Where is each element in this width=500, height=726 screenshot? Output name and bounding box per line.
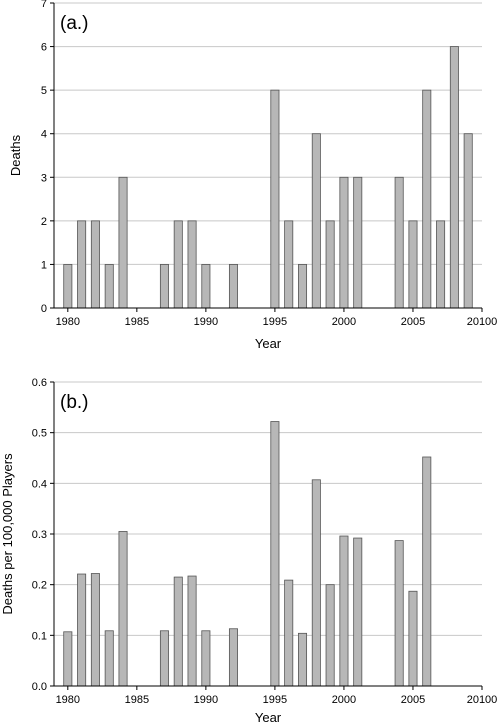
bar-1990	[201, 630, 211, 687]
bar-1999	[325, 220, 335, 309]
bar-1987	[159, 264, 169, 309]
x-tick-label: 2000	[332, 694, 356, 706]
x-axis-label: Year	[255, 336, 282, 351]
bar-1995	[270, 89, 280, 309]
bar-1984	[118, 531, 128, 687]
x-tick-label: 20100	[467, 694, 498, 706]
bar-1992	[228, 628, 238, 687]
y-tick-label: 3	[41, 172, 47, 184]
bar-2004	[394, 176, 404, 309]
bar-2008	[449, 46, 459, 309]
y-tick-label: 0.0	[32, 681, 47, 693]
bar-1984	[118, 176, 128, 309]
bar-1982	[90, 573, 100, 687]
x-tick-label: 1995	[263, 694, 287, 706]
x-tick-label: 1985	[125, 694, 149, 706]
bar-1988	[173, 220, 183, 309]
bar-1987	[159, 630, 169, 687]
bar-1989	[187, 220, 197, 309]
panel-label: (a.)	[60, 13, 89, 34]
bar-1997	[298, 264, 308, 309]
bar-1981	[77, 220, 87, 309]
bar-1989	[187, 575, 197, 687]
bar-1983	[104, 264, 114, 309]
y-tick-label: 7	[41, 0, 47, 10]
chart-panel-a: 0 1 2 3 4 5 6 7 1980 1985 1990 1995 2000 2005 20100 Yea…	[8, 0, 497, 351]
bar-1992	[228, 264, 238, 309]
x-tick-label: 20100	[467, 316, 498, 328]
y-tick-label: 2	[41, 216, 47, 228]
y-tick-label: 0.4	[32, 478, 47, 490]
y-tick-label: 5	[41, 85, 47, 97]
bar-1981	[77, 573, 87, 687]
bar-2007	[436, 220, 446, 309]
y-tick-label: 0.1	[32, 630, 47, 642]
x-axis-label: Year	[255, 710, 282, 725]
bar-1990	[201, 264, 211, 309]
x-tick-label: 2005	[401, 316, 425, 328]
y-tick-label: 4	[41, 129, 47, 141]
x-tick-label: 1985	[125, 316, 149, 328]
bar-2006	[422, 89, 432, 309]
y-tick-label: 0.2	[32, 580, 47, 592]
bar-2004	[394, 540, 404, 687]
x-tick-label: 1995	[263, 316, 287, 328]
panel-label: (b.)	[60, 392, 89, 413]
bar-1999	[325, 584, 335, 687]
y-axis-label: Deaths per 100,000 Players	[0, 453, 15, 615]
bar-2005	[408, 590, 418, 687]
bar-1998	[311, 479, 321, 687]
bar-1980	[63, 631, 73, 687]
y-tick-label: 1	[41, 259, 47, 271]
bar-2000	[339, 176, 349, 309]
x-tick-label: 1980	[56, 316, 80, 328]
bar-1997	[298, 632, 308, 687]
bar-1996	[284, 579, 294, 687]
bar-2009	[463, 133, 473, 309]
bar-2005	[408, 220, 418, 309]
bar-1995	[270, 421, 280, 687]
x-tick-label: 2000	[332, 316, 356, 328]
y-tick-label: 0.3	[32, 529, 47, 541]
bar-2000	[339, 535, 349, 687]
bar-1988	[173, 576, 183, 687]
x-tick-label: 1990	[194, 694, 218, 706]
bar-1980	[63, 264, 73, 309]
y-axis-label: Deaths	[8, 134, 23, 176]
bar-1996	[284, 220, 294, 309]
bar-1998	[311, 133, 321, 309]
y-tick-label: 6	[41, 42, 47, 54]
bar-2001	[353, 176, 363, 309]
x-tick-label: 1990	[194, 316, 218, 328]
y-tick-label: 0	[41, 303, 47, 315]
x-tick-label: 2005	[401, 694, 425, 706]
bar-2006	[422, 456, 432, 687]
bar-1983	[104, 630, 114, 687]
x-tick-label: 1980	[56, 694, 80, 706]
y-tick-label: 0.6	[32, 377, 47, 389]
y-tick-label: 0.5	[32, 428, 47, 440]
bar-1982	[90, 220, 100, 309]
bar-2001	[353, 537, 363, 687]
chart-panel-b: 0.0 0.1 0.2 0.3 0.4 0.5 0.6 1980 1985 1990 1995 200…	[0, 377, 497, 725]
